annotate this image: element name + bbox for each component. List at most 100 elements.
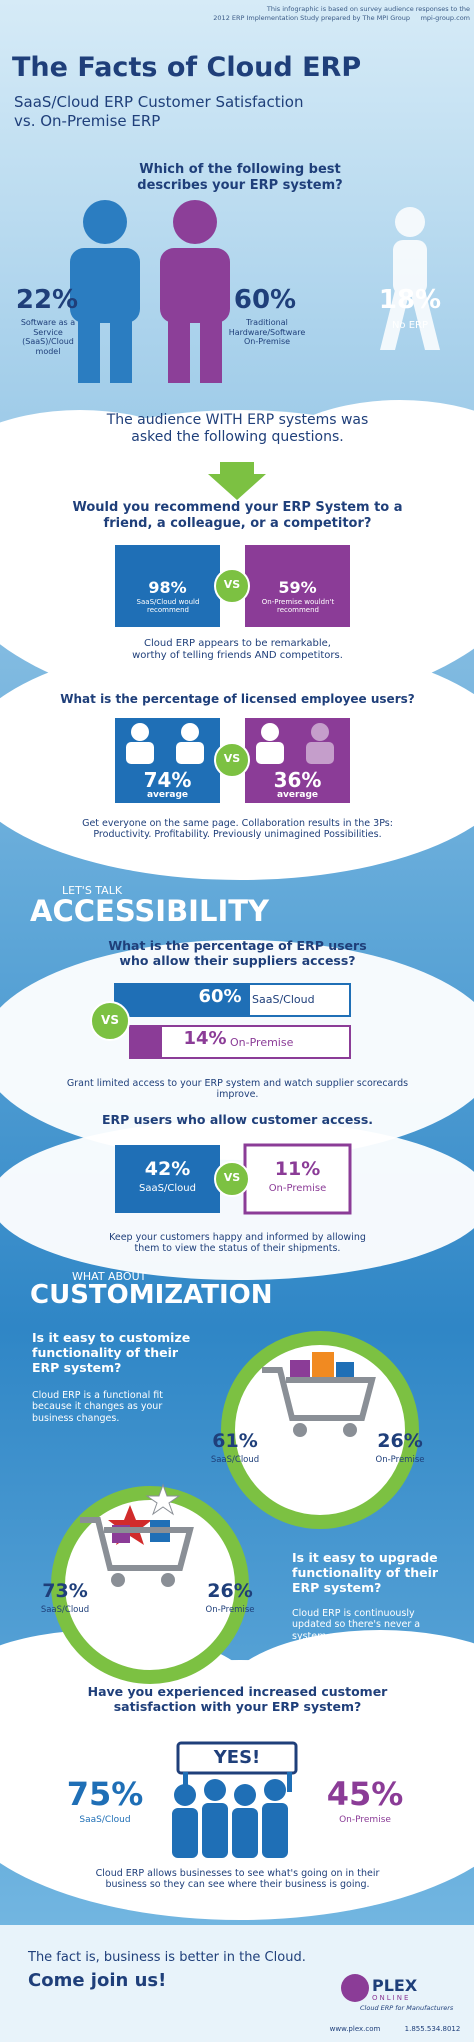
logo-mark <box>341 1974 369 2002</box>
option-label: Software as a Service (SaaS)/Cloud model <box>20 318 76 356</box>
bar-label: On-Premise <box>230 1036 294 1049</box>
cart-label: SaaS/Cloud <box>40 1605 90 1615</box>
box-label: SaaS/Cloud would recommend <box>136 598 200 615</box>
user-icons <box>126 723 334 764</box>
vs: VS <box>223 1171 241 1184</box>
cloud <box>0 410 220 550</box>
vs: VS <box>223 752 241 765</box>
box-label: On-Premise wouldn't recommend <box>261 598 335 615</box>
subtitle: vs. On-Premise ERP <box>14 112 161 130</box>
subtitle: SaaS/Cloud ERP Customer Satisfaction <box>14 93 304 111</box>
box-label: average <box>146 790 189 800</box>
question: Have you experienced increased customer … <box>87 1684 388 1714</box>
vs-circle <box>214 1161 250 1197</box>
percent: 26% <box>377 1430 423 1452</box>
section-heading: CUSTOMIZATION <box>30 1280 273 1310</box>
on-premise-bar <box>130 1026 162 1058</box>
kicker: LET'S TALK <box>62 884 123 897</box>
percent: 45% <box>326 1775 404 1813</box>
cart-label: On-Premise <box>205 1605 255 1615</box>
kicker: WHAT ABOUT <box>72 1270 147 1283</box>
tagline: The fact is, business is better in the C… <box>28 1950 306 1965</box>
cycle-arrow <box>221 1331 419 1529</box>
body-text: Cloud ERP is continuously updated so the… <box>292 1608 421 1654</box>
percent: 60% <box>233 285 297 315</box>
vs-circle <box>214 568 250 604</box>
cart-label: On-Premise <box>375 1455 425 1465</box>
no-erp-person <box>380 207 440 350</box>
question: What is the percentage of ERP users who … <box>108 938 367 968</box>
option-label: No ERP <box>391 320 429 331</box>
note: Grant limited access to your ERP system … <box>66 1078 409 1101</box>
on-premise-person <box>160 200 230 383</box>
percent: 42% <box>144 1158 191 1180</box>
vs-circle <box>90 1001 130 1041</box>
on-premise-bar-frame <box>129 1025 351 1059</box>
down-arrow <box>208 462 266 500</box>
percent: 74% <box>143 768 192 792</box>
note: Cloud ERP allows businesses to see what'… <box>95 1868 380 1891</box>
on-premise-box <box>243 1143 352 1215</box>
option-label: Traditional Hardware/Software On-Premise <box>228 318 306 347</box>
logo: PLEX <box>372 1976 418 1995</box>
audience-note: The audience WITH ERP systems was asked … <box>106 412 369 445</box>
source-note: 2012 ERP Implementation Study prepared b… <box>213 14 410 22</box>
website: www.plex.com <box>329 2025 381 2033</box>
question: ERP users who allow customer access. <box>101 1112 374 1127</box>
source-note: This infographic is based on survey audi… <box>266 5 470 13</box>
cart <box>262 1352 376 1437</box>
question: Which of the following best describes yo… <box>137 162 343 193</box>
percent: 61% <box>212 1430 258 1452</box>
footer-band <box>0 1925 474 2042</box>
question: What is the percentage of licensed emplo… <box>60 692 415 706</box>
cheering-people <box>172 1772 292 1858</box>
section-heading: ACCESSIBILITY <box>30 894 270 928</box>
cloud <box>0 1120 474 1280</box>
percent: 98% <box>148 578 187 597</box>
percent: 11% <box>274 1158 321 1180</box>
percent: 59% <box>278 578 317 597</box>
question: Is it easy to upgrade functionality of t… <box>292 1550 439 1595</box>
note: Cloud ERP appears to be remarkable, wort… <box>132 638 343 661</box>
question: Would you recommend your ERP System to a… <box>72 500 403 531</box>
cloud-bar <box>115 984 250 1016</box>
body-text: Cloud ERP is a functional fit because it… <box>32 1390 163 1424</box>
cloud <box>260 400 474 540</box>
note: Keep your customers happy and informed b… <box>109 1232 366 1255</box>
cloud-person <box>70 200 140 383</box>
note: Get everyone on the same page. Collabora… <box>82 818 393 841</box>
answer: YES! <box>213 1747 261 1768</box>
percent: 14% <box>183 1028 227 1049</box>
satisfaction-label: On-Premise <box>339 1815 391 1825</box>
percent: 36% <box>273 768 322 792</box>
on-premise-box <box>245 545 350 627</box>
vs: VS <box>223 578 241 591</box>
title: The Facts of Cloud ERP <box>12 52 362 83</box>
satisfaction-label: SaaS/Cloud <box>79 1815 131 1825</box>
percent: 75% <box>66 1775 144 1813</box>
percent: 60% <box>198 986 242 1007</box>
call-to-action: Come join us! <box>28 1970 167 1991</box>
box-label: SaaS/Cloud <box>139 1183 196 1194</box>
percent: 26% <box>207 1580 253 1602</box>
cloud-box <box>115 1145 220 1213</box>
cloud <box>220 1630 474 1770</box>
bar-label: SaaS/Cloud <box>252 993 315 1006</box>
question: Is it easy to customize functionality of… <box>32 1330 191 1375</box>
percent: 18% <box>378 285 442 315</box>
vs-circle <box>214 742 250 778</box>
phone: 1.855.534.8012 <box>404 2025 461 2033</box>
vs: VS <box>101 1013 119 1027</box>
box-label: On-Premise <box>268 1183 327 1194</box>
logo-sub: ONLINE <box>372 1994 411 2002</box>
cart <box>80 1483 194 1587</box>
yes-sign <box>176 1741 298 1775</box>
logo-tagline: Cloud ERP for Manufacturers <box>360 2004 454 2012</box>
percent: 73% <box>42 1580 88 1602</box>
percent: 22% <box>15 285 79 315</box>
cart-label: SaaS/Cloud <box>210 1455 260 1465</box>
cloud-box <box>115 545 220 627</box>
box-label: average <box>276 790 319 800</box>
